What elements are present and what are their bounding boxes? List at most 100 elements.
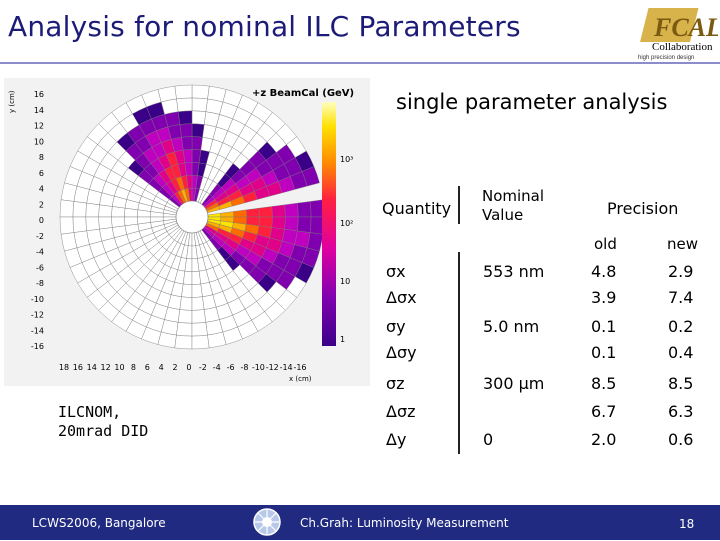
detector-cell [72, 201, 87, 218]
page-number: 18 [679, 517, 695, 531]
row-new: 0.2 [668, 317, 694, 336]
y-tick-label: 2 [39, 200, 44, 209]
detector-cell [181, 283, 193, 298]
detector-cell [72, 216, 87, 233]
detector-cell [245, 216, 260, 227]
x-tick-label: 10 [114, 363, 124, 372]
detector-cell [309, 216, 325, 235]
x-tick-labels: 18 16 14 12 10 8 6 4 2 0 -2 -4 -6 -8 -10 -12 -14 -16 [59, 363, 307, 372]
row-nominal: 553 nm [483, 262, 545, 281]
y-tick-label: -2 [36, 232, 44, 241]
detector-cell [284, 202, 299, 218]
detector-cell [177, 110, 193, 125]
detector-cell [176, 322, 193, 337]
y-tick-label: -14 [31, 326, 44, 335]
detector-cell [297, 216, 312, 233]
footer-left: LCWS2006, Bangalore [32, 516, 166, 530]
detector-cell [284, 216, 299, 232]
detector-cell [85, 216, 100, 232]
detector-cell [191, 136, 203, 151]
row-new: 8.5 [668, 374, 694, 393]
plot-caption-line1: ILCNOM, [58, 403, 122, 421]
color-scale-bar [322, 102, 336, 346]
header-divider [0, 62, 720, 64]
detector-cell [191, 110, 207, 125]
x-tick-label: 6 [145, 363, 150, 372]
row-old: 6.7 [591, 402, 617, 421]
y-axis-label: y (cm) [8, 90, 16, 113]
detector-cell [98, 204, 113, 218]
x-tick-label: -12 [266, 363, 279, 372]
row-old: 3.9 [591, 288, 617, 307]
row-quantity: σz [386, 374, 405, 393]
plot-caption-line2: 20mrad DID [58, 422, 149, 440]
footer-bar [0, 505, 720, 540]
subtitle: single parameter analysis [396, 90, 668, 114]
header-nominal: Nominal Value [482, 187, 544, 225]
row-quantity: Δσy [386, 343, 417, 362]
x-tick-label: 14 [87, 363, 97, 372]
row-old: 0.1 [591, 317, 617, 336]
y-tick-label: 8 [39, 153, 44, 162]
detector-cell [179, 296, 193, 311]
row-quantity: Δy [386, 430, 407, 449]
x-tick-label: 2 [173, 363, 178, 372]
detector-cell [258, 216, 273, 228]
header-precision: Precision [607, 199, 679, 218]
detector-cell [271, 204, 286, 218]
detector-cell [174, 334, 193, 350]
header-new: new [667, 235, 699, 253]
x-tick-label: 12 [101, 363, 111, 372]
desy-logo-icon [252, 507, 282, 537]
detector-cell [177, 309, 193, 324]
table-divider-main [458, 252, 460, 454]
x-tick-label: -14 [280, 363, 293, 372]
row-quantity: σx [386, 262, 406, 281]
header-old: old [594, 235, 617, 253]
color-scale-tick: 10³ [340, 155, 353, 164]
y-tick-labels: 16 14 12 10 8 6 4 2 0 -2 -4 -6 -8 -10 -12 -14 -16 [31, 90, 44, 351]
detector-map [59, 84, 325, 350]
logo-mark [640, 8, 699, 42]
detector-cell [179, 123, 193, 138]
x-tick-label: 4 [159, 363, 164, 372]
detector-cell [191, 84, 210, 100]
detector-cell [85, 202, 100, 218]
x-tick-label: -2 [199, 363, 207, 372]
x-tick-label: -4 [213, 363, 221, 372]
x-axis-label: x (cm) [289, 375, 312, 383]
y-tick-label: -8 [36, 279, 44, 288]
row-old: 2.0 [591, 430, 617, 449]
x-tick-label: 0 [186, 363, 191, 372]
plot-caption: ILCNOM, 20mrad DID [58, 403, 148, 441]
row-new: 7.4 [668, 288, 694, 307]
x-tick-label: -10 [252, 363, 265, 372]
row-new: 0.6 [668, 430, 694, 449]
detector-cell [191, 322, 208, 337]
detector-cell [98, 216, 113, 230]
slide-title: Analysis for nominal ILC Parameters [8, 10, 521, 43]
plot-axis-title: +z BeamCal (GeV) [252, 88, 354, 99]
color-scale-ticks: 10³ 10² 10 1 [340, 155, 353, 344]
row-quantity: σy [386, 317, 406, 336]
y-tick-label: 12 [34, 122, 44, 131]
beamcal-plot-svg: y (cm) +z BeamCal (GeV) x (cm) 161412108… [4, 78, 370, 386]
detector-cell [191, 309, 207, 324]
x-tick-label: 18 [59, 363, 69, 372]
row-quantity: Δσx [386, 288, 417, 307]
detector-cell [191, 296, 205, 311]
row-old: 8.5 [591, 374, 617, 393]
color-scale-tick: 10 [340, 277, 350, 286]
beamcal-plot: y (cm) +z BeamCal (GeV) x (cm) 16 14 12 10 8… [4, 78, 370, 386]
y-tick-label: 10 [34, 137, 44, 146]
header-nominal-line1: Nominal [482, 187, 545, 205]
x-tick-label: -6 [227, 363, 235, 372]
y-tick-label: 0 [39, 216, 44, 225]
detector-cell [271, 216, 286, 230]
detector-cell [111, 206, 126, 218]
color-scale-tick: 1 [340, 335, 345, 344]
row-quantity: Δσz [386, 402, 416, 421]
y-tick-label: 14 [34, 106, 44, 115]
detector-cell [124, 207, 139, 218]
fcal-logo: FCAL Collaboration high precision design [632, 2, 720, 62]
